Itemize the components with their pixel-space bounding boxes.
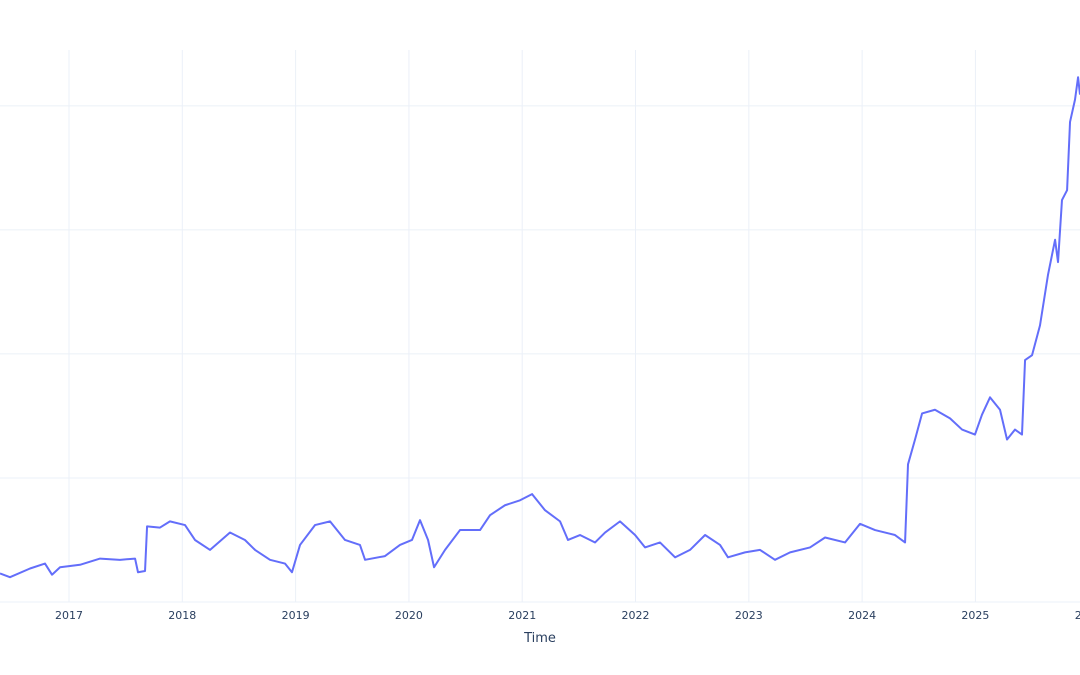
x-tick-label: 2022 xyxy=(622,609,650,622)
x-tick-label: 2019 xyxy=(282,609,310,622)
x-tick-label: 2018 xyxy=(168,609,196,622)
x-tick-label: 2025 xyxy=(961,609,989,622)
x-tick-label: 2017 xyxy=(55,609,83,622)
x-tick-label: 2020 xyxy=(395,609,423,622)
x-tick-label: 2026 xyxy=(1075,609,1080,622)
line-series xyxy=(0,76,1080,579)
x-tick-label: 2023 xyxy=(735,609,763,622)
x-axis-label: Time xyxy=(523,631,556,646)
x-tick-label: 2024 xyxy=(848,609,876,622)
x-tick-label: 2021 xyxy=(508,609,536,622)
